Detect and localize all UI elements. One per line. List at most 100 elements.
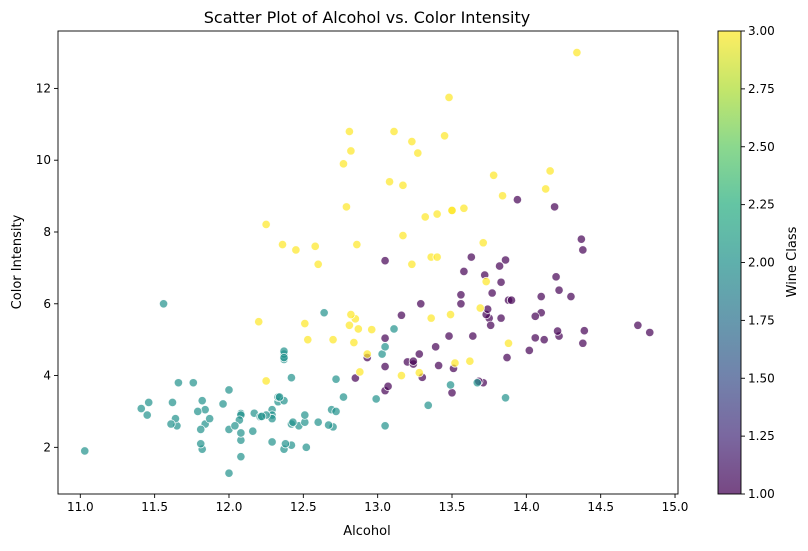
- colorbar-tick-label: 3.00: [748, 24, 775, 38]
- point-class-3: [261, 376, 271, 386]
- point-class-3: [277, 239, 288, 250]
- point-class-2: [144, 397, 154, 408]
- point-class-2: [230, 421, 240, 431]
- point-class-1: [549, 202, 560, 212]
- colorbar-tick-label: 1.75: [748, 313, 775, 327]
- point-class-1: [502, 353, 512, 363]
- y-tick-label: 10: [36, 153, 51, 167]
- point-class-3: [445, 309, 456, 320]
- point-class-1: [408, 356, 418, 366]
- point-class-2: [371, 394, 381, 404]
- x-tick-label: 14.5: [587, 500, 614, 514]
- point-class-2: [80, 446, 90, 456]
- point-class-1: [456, 290, 466, 300]
- point-class-1: [554, 285, 564, 295]
- y-tick-label: 8: [43, 225, 51, 239]
- point-class-2: [423, 400, 433, 410]
- point-class-3: [349, 337, 359, 348]
- point-class-3: [300, 318, 310, 329]
- point-class-1: [578, 338, 588, 348]
- point-class-3: [398, 180, 408, 190]
- colorbar-tick-label: 2.00: [748, 256, 775, 270]
- point-class-2: [197, 396, 207, 406]
- point-class-2: [288, 417, 298, 427]
- point-class-2: [205, 414, 215, 424]
- point-class-1: [380, 361, 390, 372]
- point-class-3: [489, 170, 499, 180]
- point-class-1: [512, 195, 523, 205]
- point-class-1: [566, 291, 576, 302]
- x-tick-label: 12.5: [290, 500, 317, 514]
- point-class-1: [486, 320, 496, 330]
- point-class-2: [136, 403, 146, 414]
- point-class-3: [398, 230, 408, 241]
- x-tick-label: 13.0: [364, 500, 391, 514]
- point-class-3: [475, 303, 485, 313]
- point-class-2: [280, 439, 291, 449]
- point-class-3: [545, 166, 555, 176]
- point-class-2: [224, 385, 234, 395]
- x-tick-label: 11.5: [141, 500, 168, 514]
- point-class-3: [447, 205, 457, 216]
- point-class-2: [300, 410, 310, 420]
- point-class-1: [530, 311, 540, 321]
- point-class-1: [487, 288, 497, 298]
- point-class-3: [414, 368, 424, 378]
- colorbar-tick-label: 1.50: [748, 371, 775, 385]
- point-class-1: [496, 277, 506, 287]
- y-tick-label: 12: [36, 81, 51, 95]
- y-axis-ticks: 2 4 6 8 10 12: [36, 81, 58, 454]
- x-tick-label: 11.0: [67, 500, 94, 514]
- colorbar-tick-label: 2.25: [748, 198, 775, 212]
- point-class-1: [444, 331, 454, 341]
- point-class-2: [224, 468, 234, 478]
- point-class-1: [414, 349, 424, 359]
- point-class-2: [200, 405, 210, 415]
- point-class-3: [355, 367, 365, 377]
- point-class-3: [541, 184, 551, 194]
- x-axis-ticks: 11.0 11.5 12.0 12.5 13.0 13.5 14.0 14.5 15.0: [67, 494, 688, 514]
- y-tick-label: 2: [43, 440, 51, 454]
- point-class-3: [341, 202, 352, 212]
- point-class-2: [380, 342, 390, 352]
- point-class-3: [481, 276, 491, 287]
- point-class-2: [166, 419, 176, 429]
- point-class-3: [338, 159, 349, 169]
- point-class-3: [344, 126, 355, 137]
- point-class-2: [218, 399, 228, 409]
- point-class-1: [456, 299, 466, 309]
- point-class-2: [389, 324, 399, 334]
- point-class-2: [445, 380, 456, 390]
- point-class-3: [459, 203, 469, 213]
- point-class-3: [407, 259, 417, 269]
- point-class-1: [551, 272, 561, 282]
- colorbar-tick-label: 2.50: [748, 140, 775, 154]
- point-class-2: [338, 392, 349, 402]
- point-class-3: [254, 317, 264, 327]
- point-class-2: [267, 437, 277, 447]
- point-class-1: [380, 256, 390, 266]
- point-class-3: [572, 47, 582, 58]
- colorbar-tick-label: 2.75: [748, 82, 775, 96]
- point-class-2: [173, 378, 184, 388]
- point-class-3: [478, 238, 488, 248]
- point-class-2: [313, 417, 323, 427]
- point-class-1: [383, 381, 393, 391]
- point-class-2: [188, 378, 198, 388]
- point-class-2: [158, 299, 169, 309]
- point-class-2: [286, 373, 297, 383]
- colorbar-tick-label: 1.00: [748, 487, 775, 501]
- point-class-3: [503, 338, 514, 348]
- point-class-3: [465, 356, 475, 366]
- x-tick-label: 14.0: [513, 500, 540, 514]
- point-class-2: [196, 424, 206, 434]
- data-points: [80, 47, 655, 478]
- point-class-1: [645, 327, 655, 338]
- point-class-2: [236, 428, 246, 438]
- colorbar-tick-label: 1.25: [748, 429, 775, 443]
- point-class-1: [459, 266, 469, 277]
- point-class-2: [500, 393, 511, 403]
- point-class-1: [500, 255, 511, 265]
- point-class-1: [506, 295, 517, 305]
- point-class-2: [323, 420, 334, 430]
